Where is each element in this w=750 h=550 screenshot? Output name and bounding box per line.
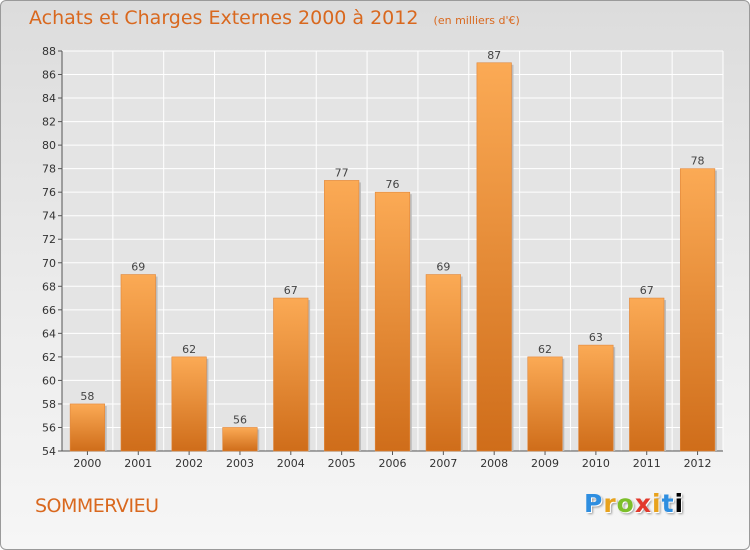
- bar-value-label: 67: [284, 284, 298, 297]
- bar: [578, 344, 614, 452]
- y-tick-label: 58: [42, 398, 56, 411]
- bar-value-label: 78: [691, 155, 705, 168]
- bar: [324, 180, 360, 452]
- y-tick-label: 66: [42, 304, 56, 317]
- bar: [171, 356, 207, 452]
- logo-letter: i: [652, 489, 662, 518]
- x-tick-label: 2005: [328, 457, 356, 470]
- logo-letter: x: [634, 489, 652, 518]
- bar-value-label: 69: [436, 261, 450, 274]
- y-tick-label: 86: [42, 69, 56, 82]
- x-tick-label: 2008: [480, 457, 508, 470]
- bar: [374, 191, 411, 452]
- x-tick-label: 2004: [277, 457, 305, 470]
- bar-value-label: 77: [335, 166, 349, 179]
- bar: [629, 297, 665, 452]
- y-tick-label: 88: [42, 45, 56, 58]
- y-tick-label: 84: [42, 92, 56, 105]
- bar-value-label: 76: [386, 178, 400, 191]
- x-tick-label: 2001: [124, 457, 152, 470]
- bar-value-label: 69: [131, 261, 145, 274]
- y-tick-label: 60: [42, 374, 56, 387]
- x-tick-label: 2003: [226, 457, 254, 470]
- bars: [69, 62, 717, 452]
- x-tick-label: 2010: [582, 457, 610, 470]
- logo-letter: t: [661, 489, 675, 518]
- chart-title-row: Achats et Charges Externes 2000 à 2012 (…: [29, 7, 520, 29]
- bar: [120, 274, 156, 452]
- proxiti-logo[interactable]: Proxiti: [584, 489, 684, 518]
- bar: [527, 356, 563, 452]
- y-tick-label: 76: [42, 186, 56, 199]
- x-tick-label: 2012: [684, 457, 712, 470]
- y-tick-label: 78: [42, 163, 56, 176]
- logo-letter: i: [674, 489, 685, 518]
- logo-letter: r: [603, 489, 617, 518]
- y-tick-label: 54: [42, 445, 56, 458]
- chart-unit: (en milliers d'€): [433, 14, 520, 27]
- bar-value-label: 67: [640, 284, 654, 297]
- x-tick-label: 2011: [633, 457, 661, 470]
- y-tick-label: 70: [42, 257, 56, 270]
- y-tick-label: 56: [42, 421, 56, 434]
- labels: 54 56 58 60 62 64 66 68 70 72 74 76 78 80 82 84 86 88 58 20…: [42, 45, 712, 470]
- chart-title: Achats et Charges Externes 2000 à 2012: [29, 7, 419, 29]
- x-tick-label: 2007: [429, 457, 457, 470]
- y-tick-label: 74: [42, 210, 56, 223]
- logo-letter: o: [616, 489, 635, 518]
- x-tick-label: 2009: [531, 457, 559, 470]
- y-tick-label: 82: [42, 116, 56, 129]
- logo-letter: P: [584, 489, 604, 518]
- bar-value-label: 62: [182, 343, 196, 356]
- bar-value-label: 56: [233, 413, 247, 426]
- bar-value-label: 87: [487, 49, 501, 62]
- x-tick-label: 2000: [73, 457, 101, 470]
- bar: [476, 62, 512, 452]
- y-tick-label: 68: [42, 280, 56, 293]
- bar-value-label: 63: [589, 331, 603, 344]
- bar: [273, 297, 309, 452]
- bar: [425, 274, 461, 452]
- bar-value-label: 62: [538, 343, 552, 356]
- y-tick-label: 64: [42, 327, 56, 340]
- bar: [222, 427, 258, 452]
- town-name: SOMMERVIEU: [35, 495, 159, 517]
- x-tick-label: 2002: [175, 457, 203, 470]
- y-tick-label: 80: [42, 139, 56, 152]
- y-tick-label: 72: [42, 233, 56, 246]
- bar: [69, 403, 106, 452]
- bar: [679, 168, 716, 452]
- bar-value-label: 58: [80, 390, 94, 403]
- x-tick-label: 2006: [379, 457, 407, 470]
- y-tick-label: 62: [42, 351, 56, 364]
